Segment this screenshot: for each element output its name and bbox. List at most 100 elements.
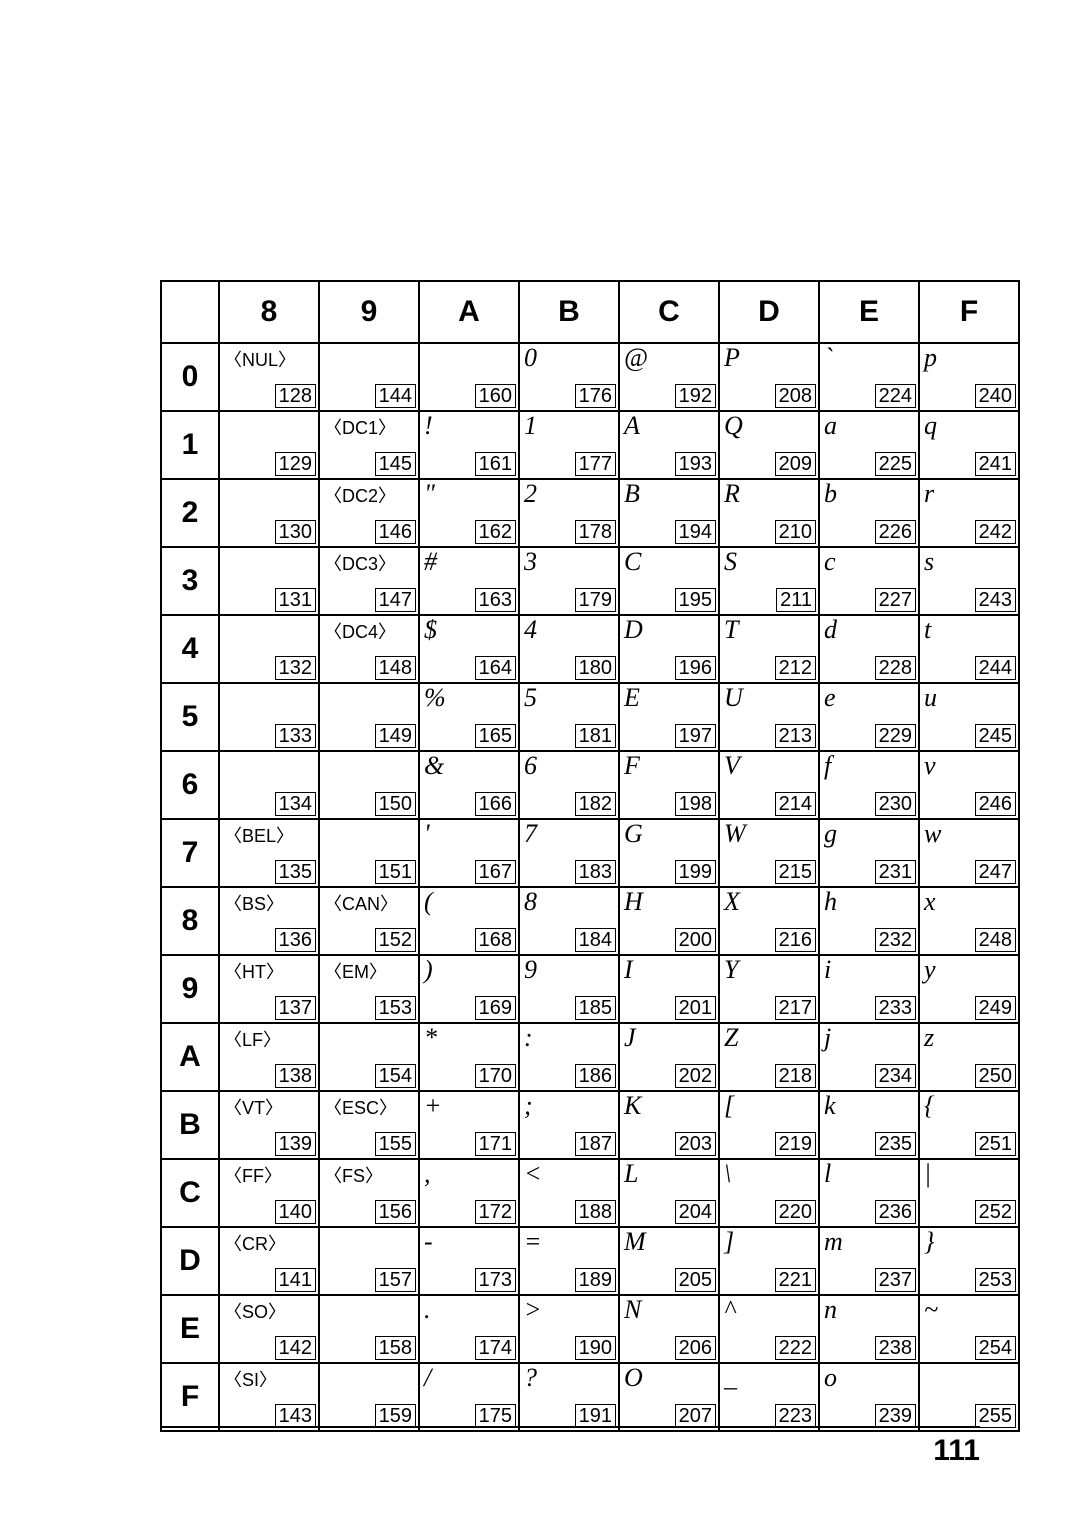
- table-cell: d228: [819, 615, 919, 683]
- table-cell: 〈DC3〉147: [319, 547, 419, 615]
- glyph: o: [824, 1364, 837, 1392]
- glyph: *: [424, 1024, 437, 1052]
- glyph: s: [924, 548, 934, 576]
- table-cell: f230: [819, 751, 919, 819]
- row-header: E: [161, 1295, 219, 1363]
- table-cell: a225: [819, 411, 919, 479]
- table-cell: 〈HT〉 137: [219, 955, 319, 1023]
- glyph: $: [424, 616, 437, 644]
- table-cell: P208: [719, 343, 819, 411]
- glyph: C: [624, 548, 641, 576]
- glyph: 〈DC1〉: [324, 414, 396, 442]
- code-value: 135: [275, 860, 316, 884]
- code-value: 165: [475, 724, 516, 748]
- code-value: 164: [475, 656, 516, 680]
- table-cell: y249: [919, 955, 1019, 1023]
- table-cell: 150: [319, 751, 419, 819]
- glyph: :: [524, 1024, 533, 1052]
- table-cell: ?191: [519, 1363, 619, 1431]
- code-value: 193: [675, 452, 716, 476]
- table-cell: e229: [819, 683, 919, 751]
- code-value: 214: [775, 792, 816, 816]
- table-cell: )169: [419, 955, 519, 1023]
- code-value: 238: [875, 1336, 916, 1360]
- code-value: 147: [375, 588, 416, 612]
- code-value: 210: [775, 520, 816, 544]
- glyph: ^: [724, 1296, 735, 1324]
- table-cell: 130: [219, 479, 319, 547]
- code-value: 191: [575, 1404, 616, 1428]
- table-cell: i233: [819, 955, 919, 1023]
- code-value: 202: [675, 1064, 716, 1088]
- glyph: u: [924, 684, 937, 712]
- table-cell: ]221: [719, 1227, 819, 1295]
- glyph: !: [424, 412, 433, 440]
- glyph: ~: [924, 1296, 938, 1324]
- glyph: &: [424, 752, 444, 780]
- glyph: 〈CAN〉: [324, 890, 398, 918]
- code-value: 216: [775, 928, 816, 952]
- glyph: .: [424, 1296, 431, 1324]
- table-cell: s243: [919, 547, 1019, 615]
- table-cell: 〈ESC〉155: [319, 1091, 419, 1159]
- code-value: 181: [575, 724, 616, 748]
- glyph: ,: [424, 1160, 431, 1188]
- glyph: Y: [724, 956, 738, 984]
- table-cell: 2178: [519, 479, 619, 547]
- glyph: K: [624, 1092, 641, 1120]
- code-value: 187: [575, 1132, 616, 1156]
- table-cell: W 215: [719, 819, 819, 887]
- glyph: ': [424, 820, 430, 848]
- table-cell: 〈DC2〉146: [319, 479, 419, 547]
- code-value: 252: [975, 1200, 1016, 1224]
- code-value: 137: [275, 996, 316, 1020]
- code-value: 142: [275, 1336, 316, 1360]
- glyph: B: [624, 480, 640, 508]
- table-cell: .174: [419, 1295, 519, 1363]
- table-cell: >190: [519, 1295, 619, 1363]
- page-number: 111: [933, 1434, 980, 1468]
- glyph: -: [424, 1228, 433, 1256]
- glyph: @: [624, 344, 648, 372]
- code-value: 218: [775, 1064, 816, 1088]
- code-value: 166: [475, 792, 516, 816]
- table-cell: 255: [919, 1363, 1019, 1431]
- glyph: W: [724, 820, 746, 848]
- table-cell: 0176: [519, 343, 619, 411]
- code-value: 139: [275, 1132, 316, 1156]
- glyph: x: [924, 888, 936, 916]
- table-cell: 〈CAN〉152: [319, 887, 419, 955]
- code-value: 212: [775, 656, 816, 680]
- table-cell: 〈FF〉140: [219, 1159, 319, 1227]
- code-table: 8 9 A B C D E F 0〈NUL〉1281441600176@192P…: [160, 280, 1020, 1432]
- code-value: 141: [275, 1268, 316, 1292]
- glyph: >: [524, 1296, 542, 1324]
- code-value: 232: [875, 928, 916, 952]
- glyph: n: [824, 1296, 837, 1324]
- table-cell: {251: [919, 1091, 1019, 1159]
- table-cell: G199: [619, 819, 719, 887]
- code-value: 162: [475, 520, 516, 544]
- code-value: 155: [375, 1132, 416, 1156]
- glyph: 〈FF〉: [224, 1162, 282, 1190]
- glyph: S: [724, 548, 737, 576]
- glyph: 4: [524, 616, 537, 644]
- code-value: 201: [675, 996, 716, 1020]
- code-value: 211: [776, 588, 816, 612]
- glyph: _: [724, 1364, 737, 1392]
- table-cell: U213: [719, 683, 819, 751]
- table-cell: 3179: [519, 547, 619, 615]
- code-value: 156: [375, 1200, 416, 1224]
- row-header: B: [161, 1091, 219, 1159]
- table-cell: -173: [419, 1227, 519, 1295]
- table-cell: V214: [719, 751, 819, 819]
- code-value: 215: [775, 860, 816, 884]
- table-cell: 154: [319, 1023, 419, 1091]
- table-cell: h232: [819, 887, 919, 955]
- col-header: E: [819, 281, 919, 343]
- code-value: 148: [375, 656, 416, 680]
- table-cell: u245: [919, 683, 1019, 751]
- code-value: 194: [675, 520, 716, 544]
- glyph: 1: [524, 412, 537, 440]
- glyph: 〈HT〉: [224, 958, 284, 986]
